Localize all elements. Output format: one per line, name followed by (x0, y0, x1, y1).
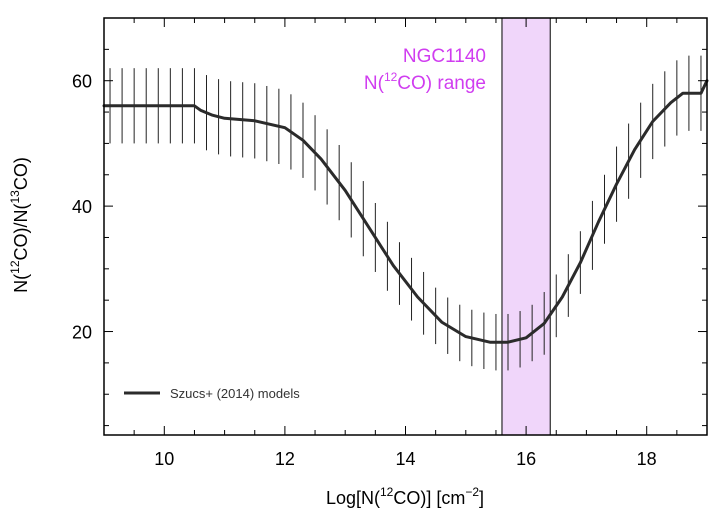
series-layer (102, 79, 709, 344)
x-tick-label: 10 (154, 449, 174, 469)
y-label-pre: N( (11, 274, 31, 293)
x-label-sup2: −2 (465, 485, 479, 499)
y-tick-label: 40 (72, 197, 92, 217)
y-tick-label: 20 (72, 323, 92, 343)
y-label-sup2: 13 (8, 190, 22, 204)
y-tick-label: 60 (72, 72, 92, 92)
x-label-pre: Log[N( (326, 488, 380, 508)
y-axis-label: N(12CO)/N(13CO) (8, 157, 31, 293)
band-label-pre: N( (364, 73, 385, 94)
y-label-sup1: 12 (8, 260, 22, 274)
legend-entry-label: Szucs+ (2014) models (170, 386, 300, 401)
shaded-band-layer (501, 17, 551, 436)
band-label-post: CO) range (397, 73, 486, 94)
shaded-band (501, 17, 551, 436)
axes-layer: 10 12 14 16 18 20 40 60 (72, 17, 708, 469)
x-tick-label: 16 (516, 449, 536, 469)
error-bar-layer (109, 55, 702, 371)
y-label-mid: CO)/N( (11, 204, 31, 261)
legend: Szucs+ (2014) models (124, 386, 300, 401)
x-tick-label: 12 (275, 449, 295, 469)
x-tick-label: 18 (637, 449, 657, 469)
x-label-post: ] (479, 488, 484, 508)
series-line (102, 79, 709, 344)
x-label-mid: CO)] [cm (393, 488, 465, 508)
band-label-line1: NGC1140 (403, 46, 486, 67)
x-axis-label: Log[N(12CO)] [cm−2] (326, 485, 484, 508)
y-label-post: CO) (11, 157, 31, 190)
x-label-sup1: 12 (380, 485, 394, 499)
band-label-line2: N(12CO) range (364, 70, 486, 94)
x-tick-label: 14 (395, 449, 415, 469)
band-label-sup: 12 (384, 70, 398, 84)
